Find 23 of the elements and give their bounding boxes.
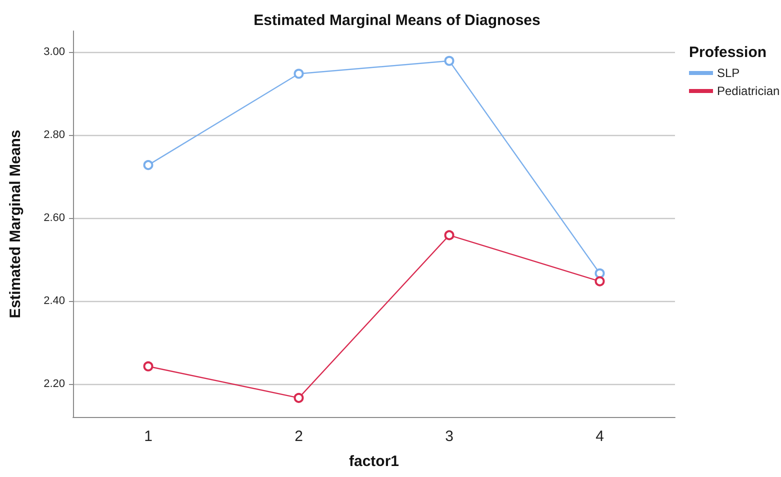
x-tick-label: 1 — [144, 428, 152, 445]
point — [294, 392, 304, 403]
x-tick-label: 3 — [445, 428, 454, 445]
point — [143, 160, 154, 170]
x-axis-title: factor1 — [348, 453, 400, 470]
y-tick-label: 2.80 — [44, 128, 65, 141]
point — [444, 56, 454, 66]
y-tick-label: 2.60 — [44, 212, 65, 224]
y-tick-label: 2.40 — [44, 294, 65, 307]
x-tick-label: 4 — [596, 428, 604, 445]
point — [594, 276, 605, 286]
point — [444, 230, 454, 240]
y-tick-label: 2.20 — [44, 378, 65, 390]
x-tick-label: 2 — [294, 428, 303, 445]
chart-title: Estimated Marginal Means of Diagnoses — [254, 12, 540, 29]
legend-label: Pediatrician — [717, 84, 780, 98]
legend-label: SLP — [717, 66, 740, 80]
point — [294, 68, 304, 79]
y-axis-title: Estimated Marginal Means — [7, 130, 24, 318]
y-tick-label: 3.00 — [44, 46, 65, 58]
point — [594, 268, 605, 278]
point — [143, 361, 154, 372]
legend-title: Profession — [689, 44, 767, 61]
